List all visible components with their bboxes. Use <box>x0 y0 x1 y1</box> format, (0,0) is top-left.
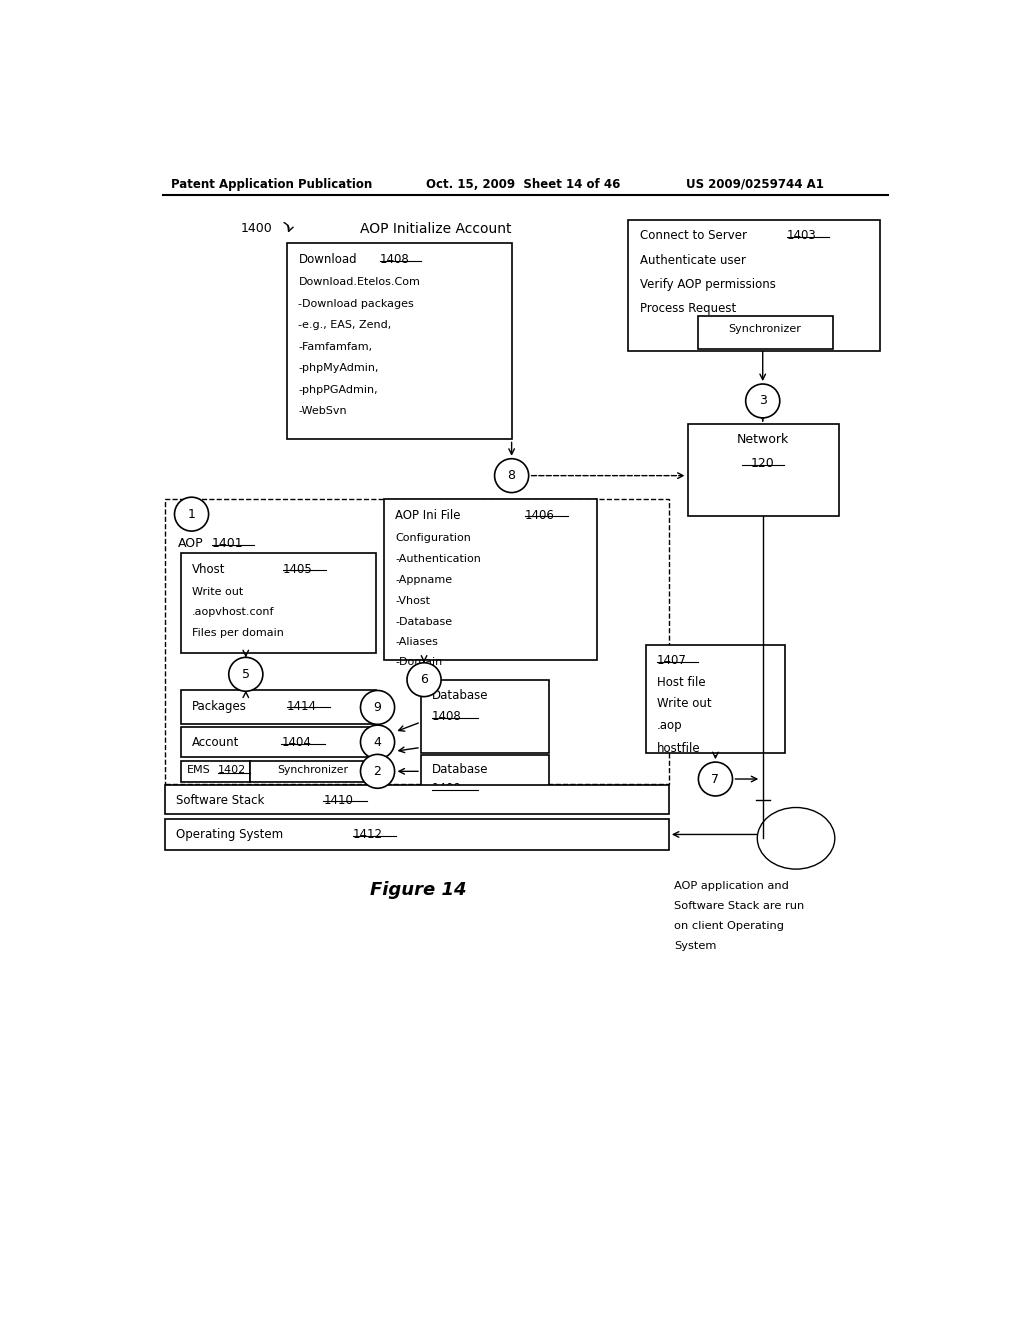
Text: 120: 120 <box>751 457 774 470</box>
Text: 1408: 1408 <box>380 253 410 267</box>
Text: -Famfamfam,: -Famfamfam, <box>299 342 373 351</box>
FancyBboxPatch shape <box>421 755 549 785</box>
Text: 1401: 1401 <box>212 537 244 550</box>
Text: 1400: 1400 <box>241 222 272 235</box>
Circle shape <box>407 663 441 697</box>
Text: System: System <box>675 941 717 950</box>
FancyBboxPatch shape <box>251 760 376 781</box>
Text: 1402: 1402 <box>218 766 246 775</box>
Text: .aop: .aop <box>656 719 682 733</box>
Text: -Appname: -Appname <box>395 576 453 585</box>
Text: 1403: 1403 <box>786 230 816 243</box>
Text: AOP Initialize Account: AOP Initialize Account <box>360 222 512 235</box>
Ellipse shape <box>758 808 835 869</box>
Text: 1407: 1407 <box>656 655 686 668</box>
Text: -phpMyAdmin,: -phpMyAdmin, <box>299 363 379 374</box>
Circle shape <box>698 762 732 796</box>
Text: 1: 1 <box>187 508 196 520</box>
Text: EMS: EMS <box>187 766 211 775</box>
Text: Download.Etelos.Com: Download.Etelos.Com <box>299 277 421 286</box>
Text: Synchronizer: Synchronizer <box>278 766 349 775</box>
FancyBboxPatch shape <box>697 317 834 348</box>
Text: Verify AOP permissions: Verify AOP permissions <box>640 277 775 290</box>
FancyBboxPatch shape <box>287 243 512 440</box>
Text: 1405: 1405 <box>283 562 312 576</box>
Text: 3: 3 <box>759 395 767 408</box>
Circle shape <box>495 458 528 492</box>
Text: Files per domain: Files per domain <box>191 628 284 638</box>
Text: 1404: 1404 <box>282 737 311 748</box>
Text: Packages: Packages <box>191 700 247 713</box>
Text: Operating System: Operating System <box>176 829 284 841</box>
Text: Database: Database <box>432 689 488 702</box>
Text: -Domain: -Domain <box>395 657 442 668</box>
Text: -e.g., EAS, Zend,: -e.g., EAS, Zend, <box>299 321 392 330</box>
Text: Connect to Server: Connect to Server <box>640 230 746 243</box>
FancyBboxPatch shape <box>421 680 549 752</box>
Text: 1414: 1414 <box>287 700 316 713</box>
Text: US 2009/0259744 A1: US 2009/0259744 A1 <box>686 178 824 190</box>
Text: Vhost: Vhost <box>191 562 225 576</box>
FancyBboxPatch shape <box>646 645 785 752</box>
Circle shape <box>360 725 394 759</box>
Text: AOP application and: AOP application and <box>675 880 790 891</box>
Text: hostfile: hostfile <box>656 742 700 755</box>
Circle shape <box>360 690 394 725</box>
Text: Network: Network <box>736 433 788 446</box>
Text: Figure 14: Figure 14 <box>371 880 467 899</box>
Text: Configuration: Configuration <box>395 533 471 543</box>
FancyBboxPatch shape <box>180 760 251 781</box>
Text: Authenticate user: Authenticate user <box>640 253 745 267</box>
Text: 7: 7 <box>712 772 720 785</box>
Text: 9: 9 <box>374 701 382 714</box>
Text: Software Stack: Software Stack <box>176 793 264 807</box>
Circle shape <box>745 384 779 418</box>
Text: Host file: Host file <box>656 676 706 689</box>
Text: on client Operating: on client Operating <box>675 921 784 931</box>
FancyBboxPatch shape <box>628 220 880 351</box>
FancyBboxPatch shape <box>384 499 597 660</box>
FancyBboxPatch shape <box>165 785 669 814</box>
Circle shape <box>228 657 263 692</box>
Text: -Download packages: -Download packages <box>299 298 415 309</box>
Text: -Aliases: -Aliases <box>395 638 438 647</box>
Text: 4: 4 <box>374 735 382 748</box>
Text: -phpPGAdmin,: -phpPGAdmin, <box>299 385 378 395</box>
FancyBboxPatch shape <box>687 424 839 516</box>
Text: 1408: 1408 <box>432 710 462 723</box>
FancyBboxPatch shape <box>165 499 669 784</box>
Text: 1410: 1410 <box>324 793 353 807</box>
Text: .aopvhost.conf: .aopvhost.conf <box>191 607 274 618</box>
FancyBboxPatch shape <box>165 818 669 850</box>
Text: Patent Application Publication: Patent Application Publication <box>171 178 372 190</box>
Circle shape <box>174 498 209 531</box>
Text: 8: 8 <box>508 469 516 482</box>
Text: 2: 2 <box>374 764 382 777</box>
FancyBboxPatch shape <box>180 726 376 758</box>
Text: -Authentication: -Authentication <box>395 554 481 564</box>
Text: Oct. 15, 2009  Sheet 14 of 46: Oct. 15, 2009 Sheet 14 of 46 <box>426 178 621 190</box>
Text: 5: 5 <box>242 668 250 681</box>
FancyBboxPatch shape <box>180 690 376 725</box>
Text: -Vhost: -Vhost <box>395 595 430 606</box>
Text: Process Request: Process Request <box>640 302 736 314</box>
Text: -WebSvn: -WebSvn <box>299 407 347 416</box>
Text: Write out: Write out <box>656 697 712 710</box>
Text: 1406: 1406 <box>524 508 555 521</box>
Text: AOP: AOP <box>178 537 204 550</box>
Text: Download: Download <box>299 253 357 267</box>
FancyBboxPatch shape <box>180 553 376 653</box>
Text: -Database: -Database <box>395 616 453 627</box>
Text: 1412: 1412 <box>352 829 383 841</box>
Text: Synchronizer: Synchronizer <box>729 323 802 334</box>
Text: 6: 6 <box>420 673 428 686</box>
Text: Account: Account <box>191 737 239 748</box>
Text: Write out: Write out <box>191 586 243 597</box>
Text: 1409: 1409 <box>432 781 462 795</box>
Text: Database: Database <box>432 763 488 776</box>
Circle shape <box>360 755 394 788</box>
Text: AOP Ini File: AOP Ini File <box>395 508 461 521</box>
Text: Software Stack are run: Software Stack are run <box>675 900 805 911</box>
